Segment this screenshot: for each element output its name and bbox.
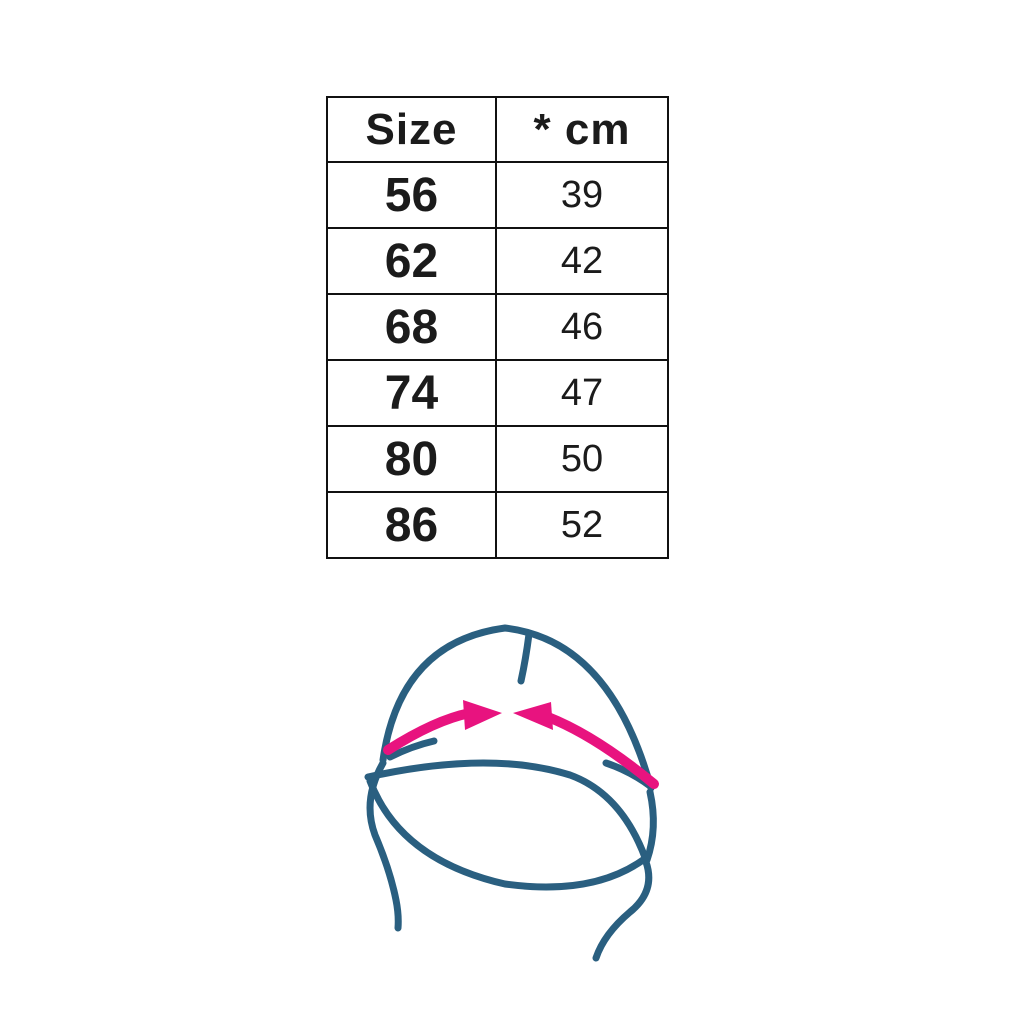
hat-left-fold-line bbox=[386, 737, 438, 761]
size-value: 56 bbox=[326, 161, 497, 229]
size-value: 80 bbox=[326, 425, 497, 493]
table-row: 68 46 bbox=[326, 293, 669, 361]
cm-column-header: * cm bbox=[495, 96, 669, 163]
hat-top-seam bbox=[517, 630, 533, 685]
size-table: Size * cm 56 39 62 42 68 46 74 47 80 50 … bbox=[326, 96, 669, 559]
hat-crown-outline bbox=[379, 624, 655, 792]
hat-bottom-edge bbox=[366, 777, 647, 891]
table-row: 80 50 bbox=[326, 425, 669, 493]
size-table-header-row: Size * cm bbox=[326, 96, 669, 163]
size-value: 68 bbox=[326, 293, 497, 361]
size-value: 74 bbox=[326, 359, 497, 427]
measurement-arrow-right-shaft bbox=[543, 712, 659, 789]
measurement-arrow bbox=[383, 708, 659, 789]
size-column-header: Size bbox=[326, 96, 497, 163]
table-row: 62 42 bbox=[326, 227, 669, 295]
cm-value: 47 bbox=[495, 359, 669, 427]
hat-brim-upper-edge bbox=[364, 759, 650, 864]
size-value: 86 bbox=[326, 491, 497, 559]
arrowhead-right-pointing-icon bbox=[463, 700, 502, 730]
hat-right-edge bbox=[643, 788, 657, 864]
cm-value: 52 bbox=[495, 491, 669, 559]
table-row: 74 47 bbox=[326, 359, 669, 427]
cm-value: 50 bbox=[495, 425, 669, 493]
cm-value: 42 bbox=[495, 227, 669, 295]
table-row: 56 39 bbox=[326, 161, 669, 229]
size-value: 62 bbox=[326, 227, 497, 295]
hat-left-tie bbox=[366, 759, 402, 932]
hat-outline bbox=[364, 624, 657, 962]
cm-value: 39 bbox=[495, 161, 669, 229]
table-row: 86 52 bbox=[326, 491, 669, 559]
measurement-arrowheads bbox=[463, 700, 553, 730]
hat-illustration bbox=[364, 624, 659, 962]
measurement-arrow-left-shaft bbox=[383, 708, 475, 755]
hat-right-tie bbox=[592, 858, 653, 962]
cm-value: 46 bbox=[495, 293, 669, 361]
arrowhead-left-pointing-icon bbox=[513, 702, 553, 730]
